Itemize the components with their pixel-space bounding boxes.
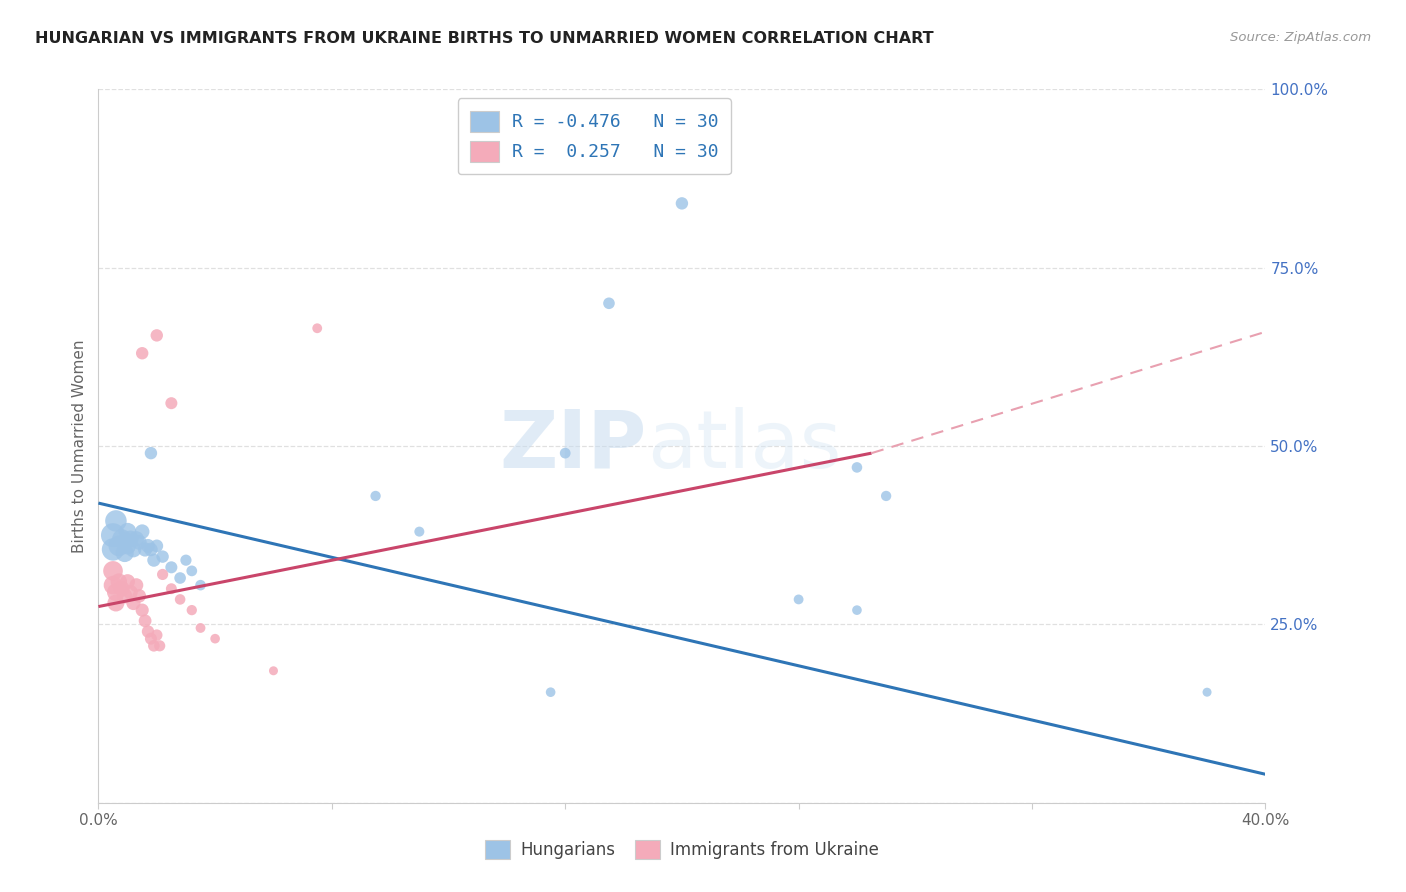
Text: HUNGARIAN VS IMMIGRANTS FROM UKRAINE BIRTHS TO UNMARRIED WOMEN CORRELATION CHART: HUNGARIAN VS IMMIGRANTS FROM UKRAINE BIR… <box>35 31 934 46</box>
Text: atlas: atlas <box>647 407 841 485</box>
Point <box>169 571 191 585</box>
Point <box>146 328 169 343</box>
Point <box>204 632 226 646</box>
Point <box>128 535 150 549</box>
Point <box>190 621 212 635</box>
Point <box>125 578 148 592</box>
Point <box>149 639 172 653</box>
Point <box>671 196 693 211</box>
Point <box>554 446 576 460</box>
Point <box>307 321 329 335</box>
Point <box>190 578 212 592</box>
Point <box>787 592 810 607</box>
Point <box>117 539 139 553</box>
Point <box>142 553 165 567</box>
Point <box>104 585 127 599</box>
Point <box>146 539 169 553</box>
Point <box>131 524 153 539</box>
Point <box>108 574 131 589</box>
Point <box>117 524 139 539</box>
Point <box>101 528 124 542</box>
Point <box>134 614 156 628</box>
Point <box>408 524 430 539</box>
Point <box>139 632 162 646</box>
Point <box>125 532 148 546</box>
Point <box>108 539 131 553</box>
Point <box>117 574 139 589</box>
Point <box>364 489 387 503</box>
Point <box>136 539 159 553</box>
Point <box>152 549 174 564</box>
Point <box>104 596 127 610</box>
Point <box>846 460 869 475</box>
Point <box>139 542 162 557</box>
Point <box>114 546 136 560</box>
Point <box>120 532 142 546</box>
Text: ZIP: ZIP <box>499 407 647 485</box>
Point <box>846 603 869 617</box>
Point <box>139 446 162 460</box>
Point <box>134 542 156 557</box>
Point <box>131 346 153 360</box>
Point <box>122 542 145 557</box>
Y-axis label: Births to Unmarried Women: Births to Unmarried Women <box>72 339 87 553</box>
Point <box>598 296 620 310</box>
Point <box>104 514 127 528</box>
Point <box>101 542 124 557</box>
Legend: Hungarians, Immigrants from Ukraine: Hungarians, Immigrants from Ukraine <box>478 833 886 866</box>
Point <box>262 664 284 678</box>
Point <box>169 592 191 607</box>
Point <box>111 582 134 596</box>
Point <box>114 589 136 603</box>
Point <box>111 532 134 546</box>
Point <box>160 560 183 574</box>
Point <box>128 589 150 603</box>
Point <box>146 628 169 642</box>
Point <box>540 685 562 699</box>
Point <box>136 624 159 639</box>
Point <box>131 603 153 617</box>
Point <box>142 639 165 653</box>
Point <box>101 564 124 578</box>
Point <box>875 489 897 503</box>
Point <box>1195 685 1218 699</box>
Point <box>122 596 145 610</box>
Point <box>101 578 124 592</box>
Point <box>180 564 202 578</box>
Point <box>160 582 183 596</box>
Point <box>120 585 142 599</box>
Point <box>174 553 197 567</box>
Point <box>152 567 174 582</box>
Point <box>180 603 202 617</box>
Point <box>160 396 183 410</box>
Text: Source: ZipAtlas.com: Source: ZipAtlas.com <box>1230 31 1371 45</box>
